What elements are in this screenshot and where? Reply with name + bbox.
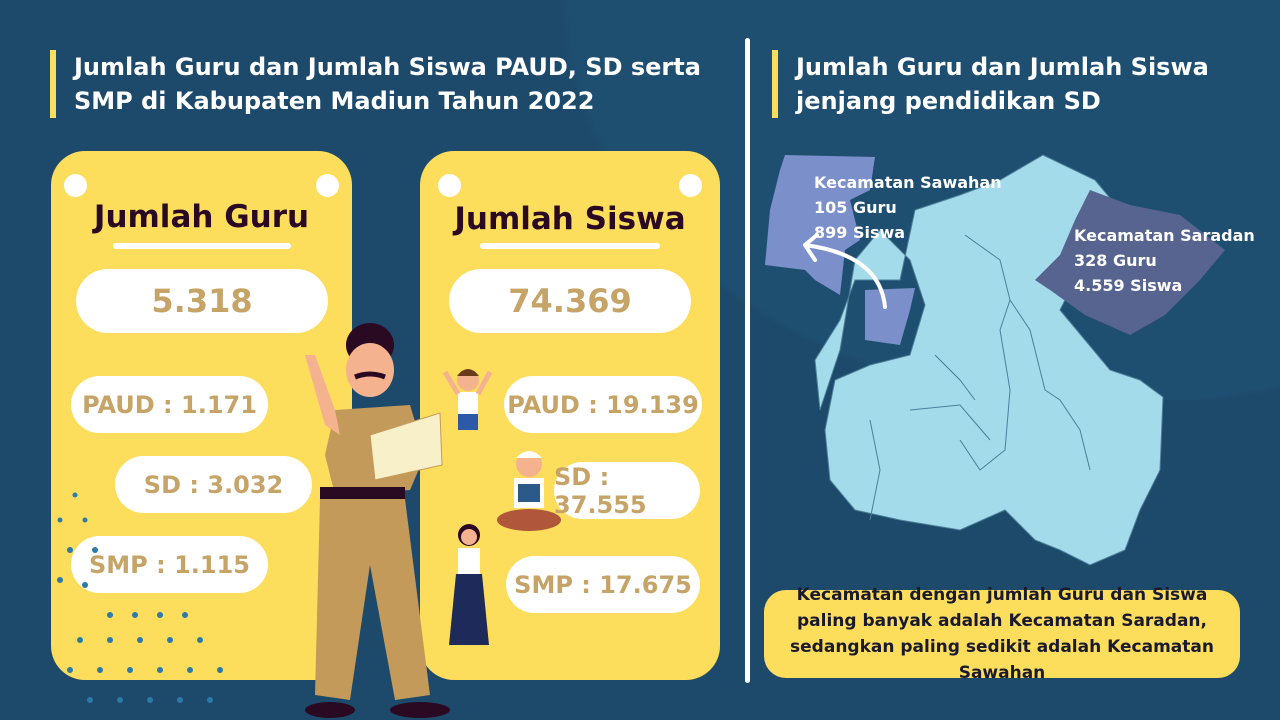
- guru-sd: SD : 3.032: [115, 456, 312, 513]
- map-region-sawahan: [765, 155, 875, 295]
- card-hole: [679, 174, 702, 197]
- sawahan-name: Kecamatan Sawahan: [814, 173, 1002, 192]
- siswa-paud: PAUD : 19.139: [504, 376, 702, 433]
- card-hole: [438, 174, 461, 197]
- sawahan-siswa: 899 Siswa: [814, 223, 906, 242]
- saradan-name: Kecamatan Saradan: [1074, 226, 1255, 245]
- student-reading-icon: [497, 451, 561, 531]
- guru-smp: SMP : 1.115: [71, 536, 268, 593]
- map-region-sawahan-main: [865, 288, 915, 345]
- guru-total: 5.318: [76, 269, 328, 333]
- siswa-total: 74.369: [449, 269, 691, 333]
- guru-card: Jumlah Guru 5.318 PAUD : 1.171 SD : 3.03…: [51, 151, 352, 680]
- saradan-siswa: 4.559 Siswa: [1074, 276, 1183, 295]
- arrow-icon: [803, 233, 887, 309]
- divider: [745, 38, 750, 683]
- saradan-label: Kecamatan Saradan 328 Guru 4.559 Siswa: [1074, 223, 1255, 298]
- student-girl-icon: [449, 524, 489, 645]
- siswa-sd: SD : 37.555: [554, 462, 700, 519]
- sawahan-guru: 105 Guru: [814, 198, 897, 217]
- card-hole: [64, 174, 87, 197]
- conclusion-note: Kecamatan dengan jumlah Guru dan Siswa p…: [764, 585, 1240, 683]
- madiun-map: [765, 154, 1225, 566]
- sawahan-label: Kecamatan Sawahan 105 Guru 899 Siswa: [814, 170, 1002, 245]
- siswa-card-title: Jumlah Siswa: [454, 201, 686, 237]
- map-region-saradan: [1035, 190, 1225, 335]
- guru-paud: PAUD : 1.171: [71, 376, 268, 433]
- dots-decoration: [57, 492, 223, 703]
- guru-card-title: Jumlah Guru: [93, 199, 310, 235]
- teacher-illustration: [305, 323, 450, 718]
- conclusion-text: Kecamatan dengan jumlah Guru dan Siswa p…: [790, 585, 1214, 683]
- student-boy-icon: [442, 369, 493, 430]
- title-underline: [113, 243, 291, 249]
- left-title: Jumlah Guru dan Jumlah Siswa PAUD, SD se…: [50, 50, 710, 118]
- map-boundaries: [869, 234, 1091, 521]
- card-hole: [316, 174, 339, 197]
- siswa-smp: SMP : 17.675: [506, 556, 700, 613]
- title-underline: [480, 243, 660, 249]
- saradan-guru: 328 Guru: [1074, 251, 1157, 270]
- right-title: Jumlah Guru dan Jumlah Siswa jenjang pen…: [772, 50, 1232, 118]
